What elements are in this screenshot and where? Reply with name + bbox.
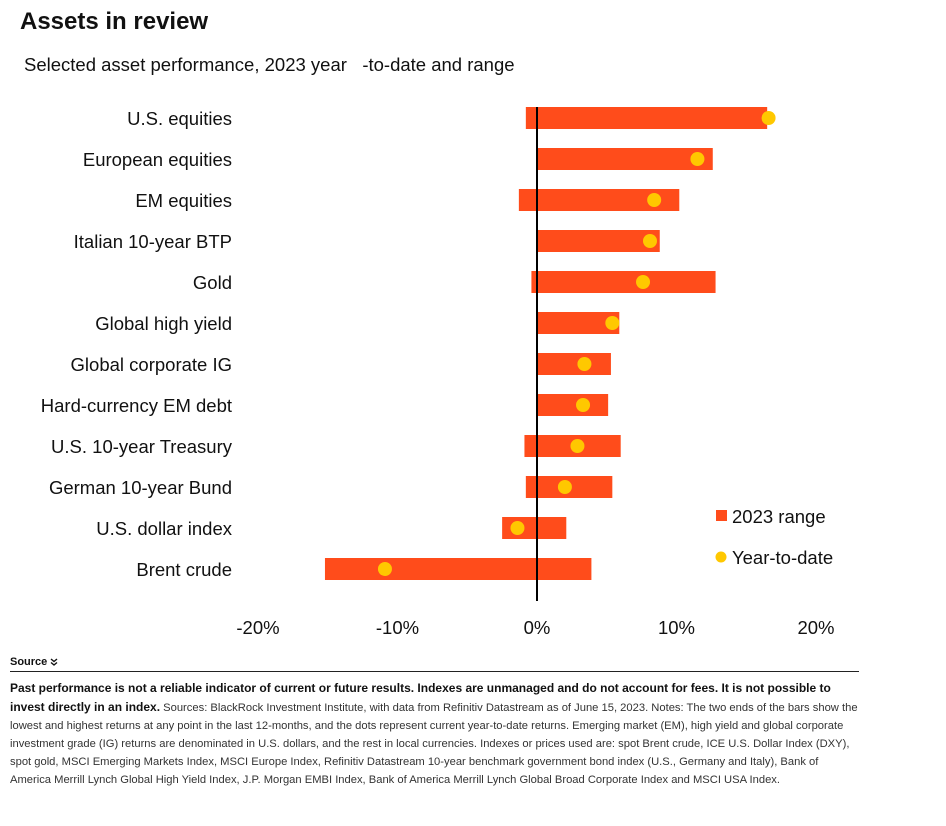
x-tick-label: 0% xyxy=(524,617,551,638)
range-bar xyxy=(537,353,611,375)
legend-ytd-label: Year-to-date xyxy=(732,547,833,568)
sources-text: Sources: BlackRock Investment Institute,… xyxy=(10,702,858,786)
category-label: European equities xyxy=(83,149,232,170)
range-bars xyxy=(324,107,768,580)
ytd-dot xyxy=(605,316,620,330)
ytd-dot xyxy=(647,193,662,207)
ytd-dot xyxy=(570,439,585,453)
legend-ytd-swatch xyxy=(715,551,727,563)
ytd-dot xyxy=(576,398,591,412)
category-label: German 10-year Bund xyxy=(49,477,232,498)
source-divider xyxy=(10,671,859,672)
ytd-dot xyxy=(642,234,657,248)
category-label: U.S. 10-year Treasury xyxy=(51,436,233,457)
category-labels: U.S. equities European equities EM equitie… xyxy=(41,108,233,580)
chart-title: Assets in review xyxy=(20,8,209,35)
ytd-dot xyxy=(557,480,572,494)
range-bar xyxy=(537,148,713,170)
range-bar xyxy=(518,189,680,211)
ytd-dot xyxy=(510,521,525,535)
source-toggle-label: Source xyxy=(10,656,48,668)
x-tick-label: -20% xyxy=(236,617,279,638)
source-toggle[interactable]: Source xyxy=(10,656,58,668)
source-notes: Past performance is not a reliable indic… xyxy=(10,679,860,789)
disclaimer-text: Past performance is not a reliable indic… xyxy=(10,681,831,714)
legend: 2023 range Year-to-date xyxy=(715,506,833,568)
range-bar xyxy=(324,558,592,580)
category-label: Hard-currency EM debt xyxy=(41,395,232,416)
x-axis-ticks: -20% -10% 0% 10% 20% xyxy=(236,617,834,638)
double-chevron-down-icon xyxy=(50,656,58,668)
category-label: Global corporate IG xyxy=(71,354,232,375)
category-label: EM equities xyxy=(135,190,232,211)
x-tick-label: -10% xyxy=(376,617,419,638)
ytd-dot xyxy=(577,357,592,371)
chart-subtitle: Selected asset performance, 2023 year -t… xyxy=(24,54,515,75)
ytd-dot xyxy=(636,275,651,289)
category-label: Gold xyxy=(193,272,232,293)
category-label: U.S. dollar index xyxy=(96,518,232,539)
range-bar xyxy=(537,394,609,416)
category-label: Global high yield xyxy=(95,313,232,334)
legend-range-label: 2023 range xyxy=(732,506,826,527)
range-dot-chart: U.S. equities European equities EM equitie… xyxy=(41,107,835,638)
x-tick-label: 10% xyxy=(658,617,695,638)
ytd-dots xyxy=(377,111,776,576)
category-label: Brent crude xyxy=(136,559,232,580)
ytd-dot xyxy=(377,562,392,576)
range-bar xyxy=(537,230,660,252)
x-tick-label: 20% xyxy=(797,617,834,638)
range-bar xyxy=(537,312,620,334)
range-bar xyxy=(531,271,716,293)
ytd-dot xyxy=(690,152,705,166)
legend-range-swatch xyxy=(716,510,727,521)
range-bar xyxy=(525,107,768,129)
category-label: U.S. equities xyxy=(127,108,232,129)
category-label: Italian 10-year BTP xyxy=(74,231,232,252)
ytd-dot xyxy=(761,111,776,125)
